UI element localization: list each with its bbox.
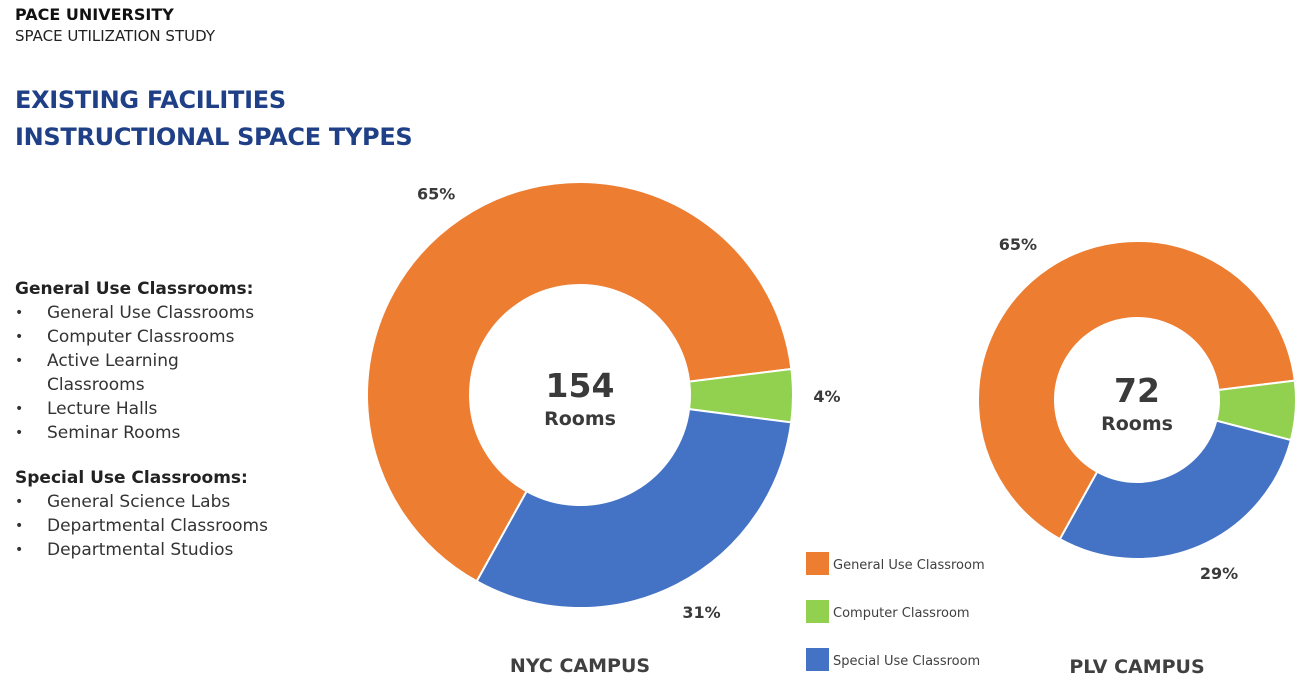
legend-swatch — [806, 648, 829, 671]
center-room-unit: Rooms — [544, 408, 616, 430]
campus-label: NYC CAMPUS — [510, 655, 650, 677]
slice-percent-label: 4% — [813, 387, 840, 406]
slice-percent-label: 65% — [999, 235, 1037, 254]
space-types-list: General Use Classrooms: General Use Clas… — [15, 278, 315, 584]
list-item: Computer Classrooms — [15, 325, 277, 349]
center-room-unit: Rooms — [1101, 413, 1173, 435]
center-room-count: 154 — [546, 366, 615, 405]
list-item: Seminar Rooms — [15, 421, 277, 445]
legend-label: Computer Classroom — [833, 606, 970, 621]
general-use-group: General Use Classrooms: General Use Clas… — [15, 278, 315, 445]
special-use-group: Special Use Classrooms: General Science … — [15, 467, 315, 562]
slice-percent-label: 29% — [1200, 564, 1238, 583]
list-item: General Science Labs — [15, 490, 277, 514]
donut-slice-general-use-classroom — [977, 239, 1296, 541]
donut-slice-special-use-classroom — [475, 408, 793, 609]
slice-percent-label: 65% — [417, 185, 455, 204]
study-subtitle: SPACE UTILIZATION STUDY — [15, 27, 215, 45]
campus-label: PLV CAMPUS — [1069, 656, 1204, 678]
legend-label: General Use Classroom — [833, 558, 985, 573]
slice-percent-label: 31% — [682, 603, 720, 622]
center-room-count: 72 — [1114, 371, 1160, 410]
nyc-donut-chart: 65% 4% 31% 154 Rooms NYC CAMPUS — [366, 181, 841, 677]
chart-legend: General Use Classroom Computer Classroom S… — [806, 552, 985, 671]
donut-slice-special-use-classroom — [1058, 419, 1293, 560]
group-heading: Special Use Classrooms: — [15, 468, 248, 488]
legend-label: Special Use Classroom — [833, 654, 980, 669]
list-item: Departmental Studios — [15, 538, 277, 562]
legend-swatch — [806, 600, 829, 623]
list-item: Lecture Halls — [15, 397, 277, 421]
list-item: Departmental Classrooms — [15, 514, 277, 538]
page-title-line-2: INSTRUCTIONAL SPACE TYPES — [15, 123, 413, 151]
list-item: General Use Classrooms — [15, 301, 277, 325]
page-title-line-1: EXISTING FACILITIES — [15, 86, 286, 114]
organization-name: PACE UNIVERSITY — [15, 5, 174, 24]
list-item: Active Learning Classrooms — [15, 349, 277, 397]
group-heading: General Use Classrooms: — [15, 279, 254, 299]
legend-swatch — [806, 552, 829, 575]
donut-slice-general-use-classroom — [366, 181, 793, 583]
